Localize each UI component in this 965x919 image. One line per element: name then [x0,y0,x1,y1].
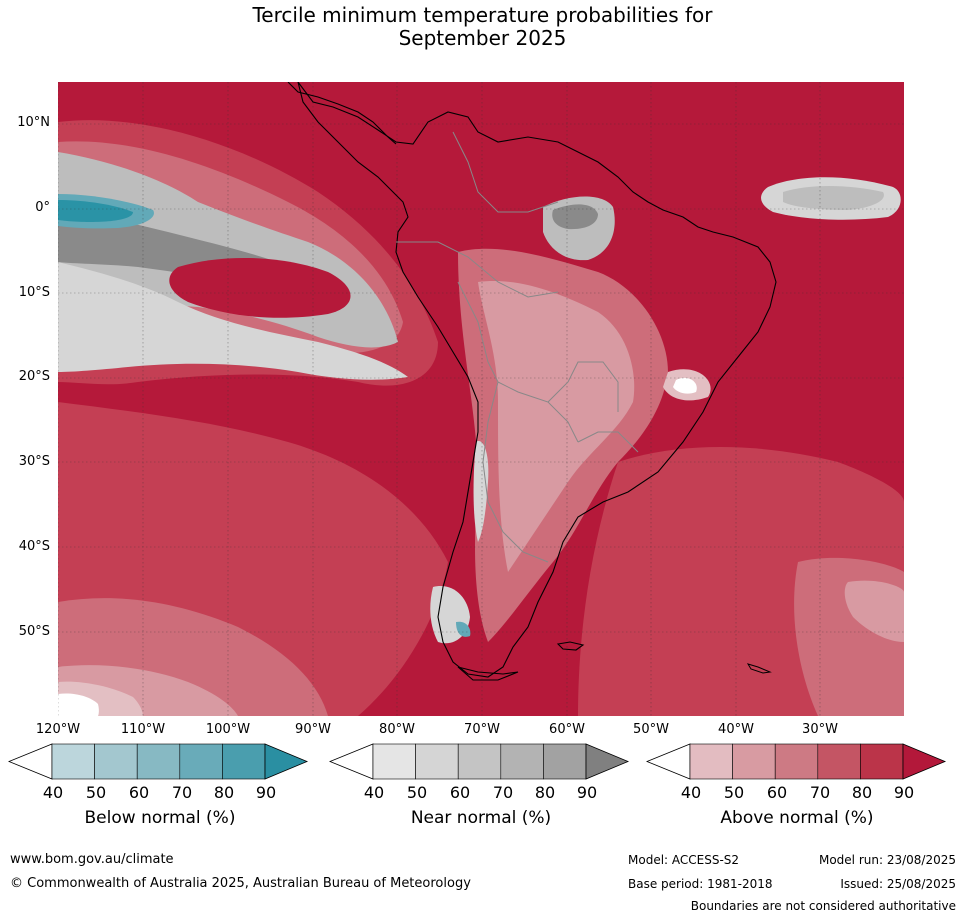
coastline-falklands [556,641,585,651]
country-borders [396,131,639,563]
lon-label-110w: 110°W [120,722,166,737]
region-white-continent [673,377,697,394]
lon-label-70w: 70°W [464,722,500,737]
lat-label-30s: 30°S [18,454,50,469]
lat-label-10n: 10°N [17,115,50,130]
above-colorbar-box [732,743,776,780]
cb-above-tick-40: 40 [680,783,702,802]
cb-below-tick-70: 70 [171,783,193,802]
map-canvas [58,82,904,716]
below-colorbar-box [179,743,223,780]
lat-label-10s: 10°S [18,285,50,300]
coastline-tierra-del-fuego [457,666,519,681]
region-below-70-patagonia [456,621,471,637]
lon-label-60w: 60°W [549,722,585,737]
below-colorbar-over-triangle [264,743,309,780]
footer-website: www.bom.gov.au/climate [10,852,174,867]
probability-map [58,82,904,716]
region-below-80 [58,200,133,222]
cb-below-tick-60: 60 [128,783,150,802]
region-above-90-pacific-tongue [169,257,351,318]
region-white-sw [58,693,99,716]
below-colorbar-box [51,743,95,780]
coastline-south-america [297,82,777,678]
near-colorbar-box [500,743,544,780]
lon-label-30w: 30°W [802,722,838,737]
footer-copyright: © Commonwealth of Australia 2025, Austra… [10,876,471,891]
above-colorbar-box [860,743,904,780]
footer-issued: Issued: 25/08/2025 [840,877,956,891]
cb-near-tick-80: 80 [534,783,556,802]
colorbar-above-normal [646,743,947,780]
cb-above-tick-50: 50 [723,783,745,802]
region-near-60-atlantic [783,186,884,210]
cb-above-title: Above normal (%) [720,808,874,828]
lat-label-50s: 50°S [18,624,50,639]
near-colorbar-under-triangle [329,743,374,780]
below-colorbar-box [222,743,266,780]
coastline-central-america [287,82,397,145]
coastline-south-georgia [746,663,772,674]
lon-label-90w: 90°W [295,722,331,737]
above-colorbar-under-triangle [646,743,691,780]
near-colorbar-box [415,743,459,780]
lon-label-100w: 100°W [205,722,251,737]
lon-label-50w: 50°W [633,722,669,737]
cb-above-tick-60: 60 [766,783,788,802]
footer-model-run: Model run: 23/08/2025 [818,853,956,867]
cb-near-tick-50: 50 [406,783,428,802]
cb-near-tick-60: 60 [449,783,471,802]
near-colorbar-box [372,743,416,780]
lat-label-40s: 40°S [18,539,50,554]
lon-label-120w: 120°W [35,722,81,737]
colorbar-near-normal [329,743,630,780]
below-colorbar-under-triangle [8,743,53,780]
lon-label-40w: 40°W [718,722,754,737]
cb-above-tick-70: 70 [809,783,831,802]
region-above-60-se [844,580,904,642]
lon-label-80w: 80°W [379,722,415,737]
lat-label-0: 0° [35,200,50,215]
lat-label-20s: 20°S [18,369,50,384]
footer-model: Model: ACCESS-S2 [628,853,740,867]
above-colorbar-over-triangle [902,743,947,780]
cb-above-tick-90: 90 [893,783,915,802]
colorbar-below-normal [8,743,309,780]
above-colorbar-box [689,743,733,780]
footer-base-period: Base period: 1981-2018 [628,877,773,891]
below-colorbar-box [94,743,138,780]
title-line-1: Tercile minimum temperature probabilitie… [252,3,713,27]
near-colorbar-box [543,743,587,780]
near-colorbar-box [457,743,502,780]
cb-below-tick-90: 90 [255,783,277,802]
cb-above-tick-80: 80 [851,783,873,802]
cb-below-tick-40: 40 [42,783,64,802]
title-line-2: September 2025 [398,26,567,50]
cb-below-title: Below normal (%) [84,808,236,828]
cb-near-title: Near normal (%) [410,808,552,828]
near-colorbar-over-triangle [585,743,630,780]
above-colorbar-box [774,743,819,780]
region-near-80-amazon [552,204,598,230]
cb-near-tick-70: 70 [492,783,514,802]
cb-below-tick-80: 80 [213,783,235,802]
region-near-50-pacific [58,262,408,380]
footer-disclaimer: Boundaries are not considered authoritat… [690,899,956,913]
cb-near-tick-40: 40 [363,783,385,802]
chart-title: Tercile minimum temperature probabilitie… [0,4,965,50]
cb-near-tick-90: 90 [576,783,598,802]
region-above-60-continent [478,281,635,572]
region-near-50-andes [473,441,489,542]
graticule [58,82,904,716]
below-colorbar-box [136,743,181,780]
above-colorbar-box [817,743,861,780]
cb-below-tick-50: 50 [85,783,107,802]
